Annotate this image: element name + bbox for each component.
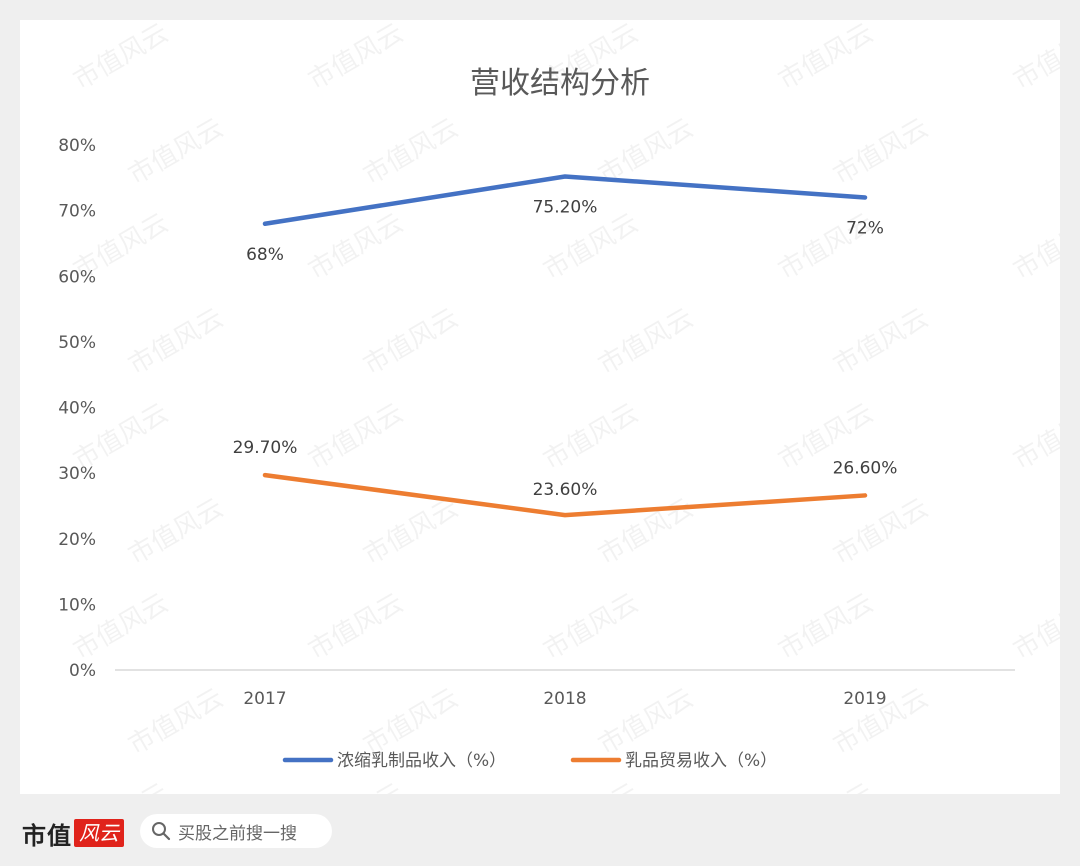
y-tick-label: 0% [69,661,96,681]
watermark-text: 市值风云 [829,493,934,571]
y-tick-label: 80% [58,136,96,156]
watermark-text: 市值风云 [124,303,229,381]
chart-title: 营收结构分析 [470,66,650,101]
watermark-text: 市值风云 [829,303,934,381]
legend-label: 乳品贸易收入（%） [625,751,777,771]
y-tick-label: 10% [58,595,96,615]
watermark-text: 市值风云 [539,208,644,286]
watermark-text: 市值风云 [774,778,879,794]
data-label: 23.60% [533,480,598,500]
search-box[interactable]: 买股之前搜一搜 [140,814,332,848]
watermark-text: 市值风云 [1009,588,1061,666]
watermark-text: 市值风云 [774,588,879,666]
search-icon [150,820,172,842]
watermark-text: 市值风云 [124,683,229,761]
watermark-text: 市值风云 [124,493,229,571]
footer-bar: 市值 风云 买股之前搜一搜 [0,800,1080,866]
watermark-text: 市值风云 [304,208,409,286]
data-label: 75.20% [533,198,598,218]
watermark-text: 市值风云 [1009,208,1061,286]
y-tick-label: 30% [58,464,96,484]
x-tick-label: 2018 [543,689,586,709]
watermark-text: 市值风云 [539,588,644,666]
watermark-text: 市值风云 [539,778,644,794]
watermark-text: 市值风云 [1009,778,1061,794]
watermark-text: 市值风云 [69,20,174,96]
watermark-text: 市值风云 [1009,20,1061,96]
y-tick-label: 40% [58,399,96,419]
watermark-text: 市值风云 [304,398,409,476]
watermark-text: 市值风云 [359,303,464,381]
series-line [262,174,868,226]
chart-card: 市值风云 市值风云 市值风云 市值风云 市值风云 市值风云 市值风云 市值风云 市值风云 市值风云… [20,20,1060,794]
watermark-text: 市值风云 [124,113,229,191]
watermark-text: 市值风云 [304,588,409,666]
watermark-text: 市值风云 [829,113,934,191]
search-placeholder: 买股之前搜一搜 [178,823,297,844]
watermark-text: 市值风云 [304,778,409,794]
watermark-text: 市值风云 [304,20,409,96]
series-line [262,472,868,518]
watermark-text: 市值风云 [539,398,644,476]
watermark-text: 市值风云 [594,683,699,761]
data-label: 68% [246,245,284,265]
x-tick-label: 2019 [843,689,886,709]
legend-label: 浓缩乳制品收入（%） [337,751,506,771]
watermark-text: 市值风云 [359,113,464,191]
watermark-text: 市值风云 [359,493,464,571]
data-label: 26.60% [833,458,898,478]
data-label: 29.70% [233,438,298,458]
y-tick-label: 50% [58,333,96,353]
watermark-text: 市值风云 [69,778,174,794]
brand-logo: 市值 风云 [22,816,124,850]
watermark-text: 市值风云 [594,303,699,381]
watermark-text: 市值风云 [359,683,464,761]
x-tick-label: 2017 [243,689,286,709]
watermark-text: 市值风云 [594,493,699,571]
watermark-text: 市值风云 [1009,398,1061,476]
data-label: 72% [846,219,884,239]
y-tick-label: 20% [58,530,96,550]
brand-text: 市值 [22,820,72,850]
y-tick-label: 70% [58,202,96,222]
watermark-text: 市值风云 [774,20,879,96]
y-tick-label: 60% [58,267,96,287]
brand-badge: 风云 [74,819,124,847]
